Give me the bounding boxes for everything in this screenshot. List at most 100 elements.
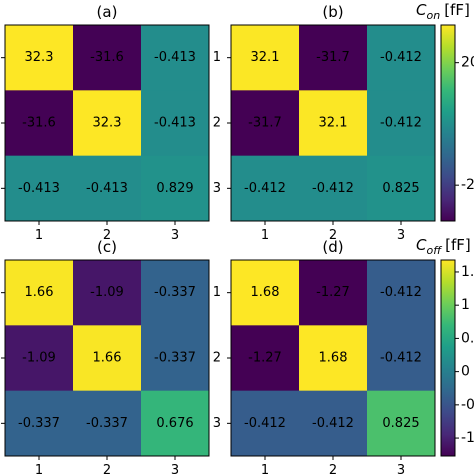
heatmap-cell: [73, 25, 142, 91]
cell-value-label: -1.27: [248, 351, 282, 366]
heatmap-cell: [299, 390, 368, 457]
cell-value-label: -0.412: [312, 416, 354, 431]
heatmap-cell: [299, 325, 368, 392]
cell-value-label: -0.337: [154, 351, 196, 366]
cell-value-label: 0.825: [382, 416, 419, 431]
cell-value-label: -0.412: [380, 50, 422, 65]
heatmap-cell: [141, 390, 210, 457]
heatmap-cell: [231, 25, 300, 91]
colorbar: [440, 259, 456, 457]
y-tick-label: 2: [213, 351, 221, 366]
heatmap-cell: [5, 260, 74, 326]
heatmap-cell: [367, 325, 436, 392]
x-tick-label: 2: [103, 228, 111, 243]
x-tick-label: 1: [261, 228, 269, 243]
y-tick-label: 1: [213, 285, 221, 300]
heatmap-cell: [299, 260, 368, 326]
x-tick-label: 3: [171, 463, 179, 474]
heatmap-cell: [5, 390, 74, 457]
heatmap-cell: [5, 325, 74, 392]
cell-value-label: -1.09: [22, 351, 56, 366]
heatmap-cell: [141, 325, 210, 392]
colorbar-label-unit: [fF]: [444, 1, 470, 19]
heatmap-cell: [73, 260, 142, 326]
cell-value-label: -0.412: [380, 285, 422, 300]
heatmap-cell: [5, 25, 74, 91]
cell-value-label: -0.413: [154, 116, 196, 131]
colorbar-tick-label: -1: [461, 430, 474, 446]
cell-value-label: -0.412: [312, 181, 354, 196]
heatmap-cell: [299, 25, 368, 91]
x-tick-label: 2: [329, 228, 337, 243]
colorbar-label-symbol: C: [416, 1, 427, 19]
heatmap-cell: [299, 155, 368, 222]
colorbar-label-unit: [fF]: [445, 236, 471, 254]
colorbar-tick-label: -0.: [461, 397, 474, 413]
colorbar-tick-label: 0: [461, 364, 470, 380]
heatmap-cell: [5, 155, 74, 222]
heatmap-cell: [231, 155, 300, 222]
y-tick-label: 1: [213, 50, 221, 65]
heatmap-cell: [73, 155, 142, 222]
cell-value-label: -31.7: [316, 50, 350, 65]
cell-value-label: -0.412: [244, 416, 286, 431]
x-tick-label: 1: [35, 463, 43, 474]
cell-value-label: -0.412: [380, 351, 422, 366]
heatmap-cell: [367, 155, 436, 222]
cell-value-label: 32.1: [251, 50, 280, 65]
heatmap-cell: [141, 25, 210, 91]
y-tick-label: 3: [213, 416, 221, 431]
heatmap-cell: [141, 260, 210, 326]
cell-value-label: -0.413: [18, 181, 60, 196]
heatmap-cell: [73, 390, 142, 457]
cell-value-label: -0.413: [86, 181, 128, 196]
x-tick-label: 2: [329, 463, 337, 474]
cell-value-label: 0.829: [156, 181, 193, 196]
heatmap-cell: [5, 90, 74, 157]
cell-value-label: 0.676: [156, 416, 193, 431]
heatmap-cell: [367, 260, 436, 326]
cell-value-label: -31.6: [90, 50, 124, 65]
cell-value-label: 1.68: [319, 351, 348, 366]
panel-title: (a): [97, 3, 118, 21]
heatmap-cell: [231, 325, 300, 392]
colorbar-label-subscript: on: [426, 9, 440, 22]
heatmap-cell: [73, 90, 142, 157]
panel-title: (b): [322, 3, 343, 21]
cell-value-label: -31.7: [248, 116, 282, 131]
heatmap-cell: [231, 390, 300, 457]
colorbar-tick-label: 1.5: [461, 264, 474, 280]
x-tick-label: 3: [171, 228, 179, 243]
cell-value-label: 32.3: [25, 50, 54, 65]
cell-value-label: 32.3: [93, 116, 122, 131]
x-tick-label: 1: [35, 228, 43, 243]
heatmap-cell: [367, 390, 436, 457]
cell-value-label: 32.1: [319, 116, 348, 131]
heatmap-cell: [231, 90, 300, 157]
colorbar: [440, 24, 456, 222]
x-tick-label: 1: [261, 463, 269, 474]
cell-value-label: -0.337: [154, 285, 196, 300]
colorbar-label: Con [fF]: [416, 1, 470, 22]
colorbar-tick-label: 20: [461, 55, 474, 71]
heatmap-cell: [367, 25, 436, 91]
x-tick-label: 2: [103, 463, 111, 474]
x-tick-label: 3: [397, 463, 405, 474]
colorbar-tick-label: 1: [461, 297, 470, 313]
panel-title: (d): [322, 238, 343, 256]
colorbar-tick-label: 0.5: [461, 330, 474, 346]
y-tick-label: 3: [213, 181, 221, 196]
y-tick-label: 2: [213, 116, 221, 131]
cell-value-label: -31.6: [22, 116, 56, 131]
heatmap-cell: [73, 325, 142, 392]
heatmap-cell: [141, 90, 210, 157]
cell-value-label: -0.337: [18, 416, 60, 431]
heatmap-cell: [141, 155, 210, 222]
heatmap-cell: [231, 260, 300, 326]
cell-value-label: -1.09: [90, 285, 124, 300]
cell-value-label: -1.27: [316, 285, 350, 300]
cell-value-label: 1.66: [93, 351, 122, 366]
cell-value-label: -0.412: [380, 116, 422, 131]
colorbar-tick-label: -20: [461, 177, 474, 193]
